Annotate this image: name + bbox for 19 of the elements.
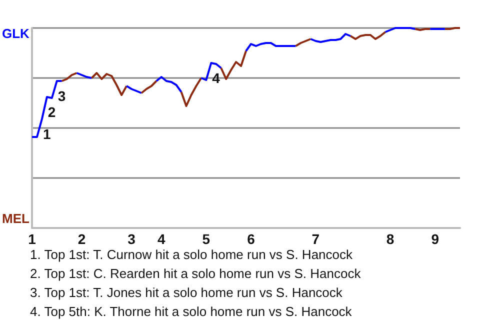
x-tick-label: 2 (78, 231, 86, 247)
x-tick-label: 6 (247, 231, 256, 247)
x-tick-label: 5 (202, 231, 210, 247)
annotation: 3 (58, 88, 66, 104)
text: GLK (2, 26, 30, 41)
x-tick-label: 1 (28, 231, 36, 247)
text: 4. Top 5th: K. Thorne hit a solo home run vs S. Hancock (30, 304, 352, 319)
x-tick-label: 8 (386, 231, 394, 247)
x-tick-label: 7 (312, 231, 320, 247)
x-tick-label: 4 (157, 231, 166, 247)
annotation: 4 (212, 70, 220, 86)
text: MEL (2, 211, 30, 226)
text: 2. Top 1st: C. Rearden hit a solo home run vs S. Hancock (30, 266, 362, 281)
text: 1. Top 1st: T. Curnow hit a solo home run vs S. Hancock (30, 247, 354, 262)
x-tick-label: 9 (431, 231, 440, 247)
x-tick-label: 3 (128, 231, 136, 247)
annotation: 2 (48, 104, 56, 120)
annotation: 1 (42, 126, 51, 142)
text: 3. Top 1st: T. Jones hit a solo home run vs S. Hancock (30, 285, 343, 300)
